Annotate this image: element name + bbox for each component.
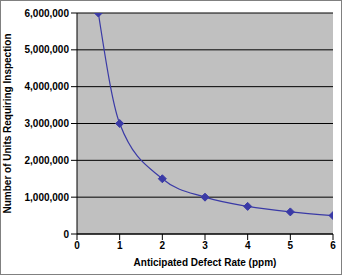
svg-text:0: 0 bbox=[74, 240, 80, 251]
svg-text:4,000,000: 4,000,000 bbox=[25, 81, 70, 92]
svg-text:4: 4 bbox=[245, 240, 251, 251]
svg-text:3: 3 bbox=[202, 240, 208, 251]
svg-text:Anticipated Defect Rate (ppm): Anticipated Defect Rate (ppm) bbox=[134, 257, 277, 268]
svg-text:3,000,000: 3,000,000 bbox=[25, 118, 70, 129]
svg-text:5,000,000: 5,000,000 bbox=[25, 44, 70, 55]
svg-text:2,000,000: 2,000,000 bbox=[25, 155, 70, 166]
svg-text:1,000,000: 1,000,000 bbox=[25, 192, 70, 203]
svg-text:2: 2 bbox=[160, 240, 166, 251]
svg-text:0: 0 bbox=[63, 229, 69, 240]
svg-text:6,000,000: 6,000,000 bbox=[25, 8, 70, 19]
svg-text:6: 6 bbox=[330, 240, 334, 251]
svg-text:5: 5 bbox=[288, 240, 294, 251]
svg-text:1: 1 bbox=[117, 240, 123, 251]
svg-text:Number of Units Requiring Insp: Number of Units Requiring Inspection bbox=[8, 33, 13, 213]
